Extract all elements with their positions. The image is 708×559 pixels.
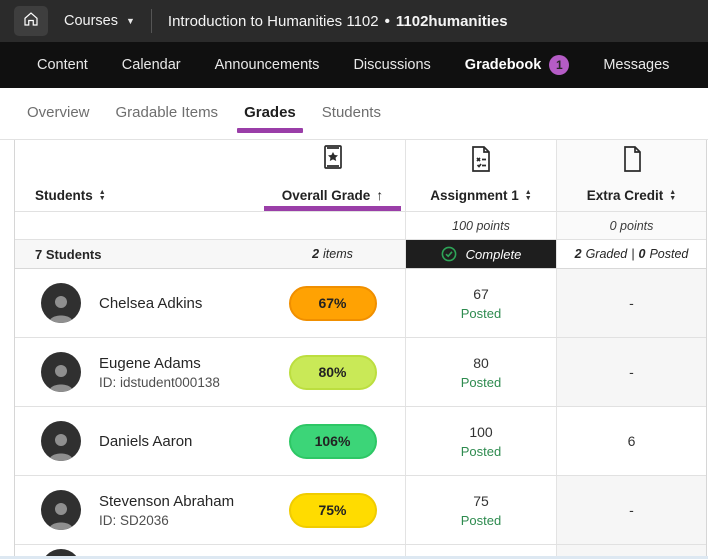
- courses-menu[interactable]: Courses ▼: [64, 13, 135, 29]
- top-bar: Courses ▼ Introduction to Humanities 110…: [0, 0, 708, 42]
- posted-status: Posted: [460, 305, 502, 321]
- gradebook-count-badge: 1: [549, 55, 570, 75]
- nav-item-announcements[interactable]: Announcements: [214, 57, 320, 73]
- avatar: [41, 283, 81, 323]
- student-row[interactable]: Chelsea Adkins 67% 67 Posted -: [15, 269, 706, 338]
- avatar: [41, 352, 81, 392]
- student-id: ID: idstudent000138: [99, 374, 220, 390]
- student-row[interactable]: Eugene Adams ID: idstudent000138 80% 80 …: [15, 338, 706, 407]
- course-name: Introduction to Humanities 1102: [167, 12, 379, 30]
- student-row[interactable]: Daniels Aaron 106% 100 Posted 6: [15, 407, 706, 476]
- avatar: [41, 490, 81, 530]
- extra-credit-cell[interactable]: 6: [556, 407, 706, 475]
- course-title: Introduction to Humanities 1102 • 1102huma…: [168, 13, 508, 30]
- active-tab-underline: [237, 128, 303, 133]
- sort-ascending-icon: ↑: [376, 187, 384, 203]
- tab-grades[interactable]: Grades: [231, 104, 309, 139]
- extra-credit-cell[interactable]: -: [556, 338, 706, 406]
- student-name[interactable]: Chelsea Adkins: [99, 294, 203, 312]
- extra-credit-summary: 2 Graded | 0 Posted: [556, 240, 706, 268]
- student-row-partial[interactable]: [15, 545, 706, 559]
- items-count: 2: [312, 247, 320, 261]
- student-name[interactable]: Stevenson Abraham: [99, 492, 235, 510]
- overall-grade-pill[interactable]: 75%: [288, 492, 377, 528]
- grades-grid: Students ▲ ▼ Overall Grade ↑ Assignment 1: [14, 140, 707, 559]
- column-header-assignment-1[interactable]: Assignment 1 ▲ ▼: [405, 140, 556, 211]
- sort-icon: ▲ ▼: [524, 189, 532, 202]
- student-id: ID: SD2036: [99, 512, 169, 528]
- extra-credit-points: 0 points: [609, 218, 654, 233]
- column-header-overall-grade[interactable]: Overall Grade ↑: [260, 140, 405, 211]
- home-icon: [22, 10, 40, 33]
- sorted-column-underline: [264, 206, 401, 211]
- posted-status: Posted: [460, 374, 502, 390]
- column-header-students[interactable]: Students ▲ ▼: [35, 188, 106, 203]
- column-header-extra-credit[interactable]: Extra Credit ▲ ▼: [556, 140, 706, 211]
- course-code: 1102humanities: [395, 12, 508, 30]
- assignment-grade-cell[interactable]: 100 Posted: [405, 407, 556, 475]
- overall-grade-pill[interactable]: 106%: [288, 423, 377, 459]
- overall-grade-pill[interactable]: 80%: [288, 354, 377, 390]
- avatar: [41, 421, 81, 461]
- tab-students[interactable]: Students: [321, 104, 381, 121]
- points-row: 100 points 0 points: [15, 212, 706, 240]
- nav-item-discussions[interactable]: Discussions: [353, 57, 431, 73]
- nav-item-calendar[interactable]: Calendar: [121, 57, 181, 73]
- students-count: 7 Students: [35, 246, 102, 262]
- tab-overview[interactable]: Overview: [27, 104, 90, 121]
- student-row[interactable]: Stevenson Abraham ID: SD2036 75% 75 Post…: [15, 476, 706, 545]
- nav-item-messages[interactable]: Messages: [603, 57, 670, 73]
- home-button[interactable]: [14, 6, 48, 36]
- assignment-grade-cell[interactable]: 67 Posted: [405, 269, 556, 337]
- tab-gradable-items[interactable]: Gradable Items: [115, 104, 219, 121]
- grid-header-row: Students ▲ ▼ Overall Grade ↑ Assignment 1: [15, 140, 706, 212]
- nav-item-gradebook[interactable]: Gradebook 1: [448, 55, 587, 75]
- course-nav: Content Calendar Announcements Discussio…: [0, 42, 708, 88]
- extra-credit-cell[interactable]: -: [556, 269, 706, 337]
- assignment-points: 100 points: [452, 218, 510, 233]
- assignment-complete-status[interactable]: Complete: [405, 240, 556, 268]
- title-separator: •: [384, 12, 390, 30]
- overall-grade-pill[interactable]: 67%: [288, 285, 377, 321]
- nav-item-content[interactable]: Content: [37, 57, 88, 73]
- summary-row: 7 Students 2 items Complete 2 Graded | 0…: [15, 240, 706, 269]
- blank-document-icon: [619, 145, 645, 178]
- check-circle-icon: [441, 246, 457, 262]
- sort-icon: ▲ ▼: [669, 189, 677, 202]
- extra-credit-cell[interactable]: -: [556, 476, 706, 544]
- student-name[interactable]: Eugene Adams: [99, 354, 201, 372]
- gradebook-tabs: Overview Gradable Items Grades Students: [0, 88, 708, 140]
- assignment-grade-cell[interactable]: 75 Posted: [405, 476, 556, 544]
- courses-label: Courses: [64, 13, 118, 29]
- sort-icon: ▲ ▼: [98, 189, 106, 202]
- divider: [150, 9, 152, 33]
- chevron-down-icon: ▼: [126, 16, 135, 26]
- window-edge: [0, 556, 708, 559]
- avatar: [41, 549, 81, 559]
- graded-document-icon: [468, 145, 494, 178]
- assignment-grade-cell[interactable]: 80 Posted: [405, 338, 556, 406]
- posted-status: Posted: [460, 443, 502, 459]
- award-badge-icon: [320, 144, 346, 177]
- student-name[interactable]: Daniels Aaron: [99, 432, 193, 450]
- posted-status: Posted: [460, 512, 502, 528]
